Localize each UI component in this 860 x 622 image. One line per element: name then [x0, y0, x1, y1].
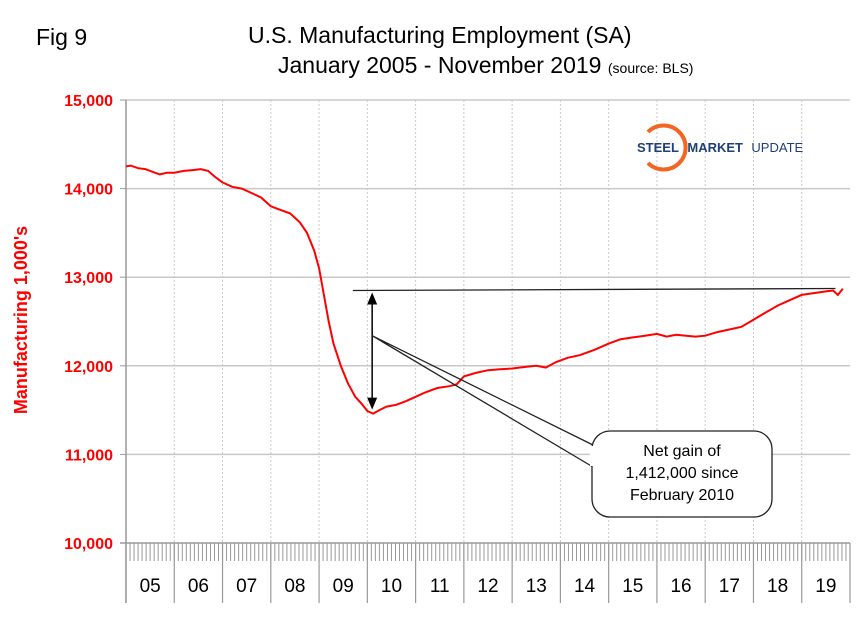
chart-subtitle: January 2005 - November 2019 (source: BL… — [278, 52, 693, 79]
chart-title: U.S. Manufacturing Employment (SA) — [248, 22, 632, 48]
logo-text-steel: STEEL — [637, 140, 679, 155]
x-tick-label: 17 — [719, 576, 740, 597]
y-tick-label: 11,000 — [65, 447, 113, 464]
y-tick-label: 13,000 — [64, 270, 113, 287]
callout-text-line: Net gain of — [643, 443, 721, 460]
x-tick-label: 16 — [670, 576, 691, 597]
x-tick-label: 07 — [236, 576, 257, 597]
axes — [120, 99, 851, 603]
annotations: Net gain of 1,412,000 since February 2010 — [352, 287, 836, 518]
x-tick-label: 11 — [430, 576, 450, 597]
source-note: (source: BLS) — [607, 60, 694, 76]
x-tick-label: 10 — [381, 576, 402, 597]
y-tick-label: 10,000 — [64, 536, 113, 553]
arrow-up-icon — [367, 292, 378, 305]
figure-label: Fig 9 — [36, 24, 88, 50]
steel-market-update-logo: STEEL MARKET UPDATE — [637, 123, 804, 172]
callout-box — [591, 430, 773, 518]
y-tick-label: 14,000 — [64, 182, 113, 199]
x-tick-label: 19 — [815, 576, 836, 597]
x-tick-label: 15 — [622, 576, 643, 597]
callout-gap — [590, 446, 594, 466]
y-tick-label: 15,000 — [64, 93, 113, 110]
gridlines — [126, 99, 850, 543]
x-tick-label: 12 — [477, 576, 498, 597]
y-axis-label: Manufacturing 1,000's — [11, 226, 31, 414]
callout-pointer — [371, 335, 594, 468]
callout-text-line: February 2010 — [630, 487, 734, 504]
arrow-down-icon — [367, 397, 378, 410]
x-tick-label: 05 — [140, 576, 161, 597]
x-tick-labels: 05 06 07 08 09 10 11 12 13 14 15 16 17 18 19 — [140, 576, 837, 597]
x-tick-label: 14 — [574, 576, 596, 597]
y-tick-labels: 10,000 11,000 12,000 13,000 14,000 15,000 — [64, 93, 113, 553]
x-tick-label: 18 — [767, 576, 788, 597]
x-tick-label: 08 — [284, 576, 305, 597]
logo-text-update: UPDATE — [751, 140, 803, 155]
x-tick-label: 06 — [188, 576, 209, 597]
chart-date-range: January 2005 - November 2019 — [278, 52, 602, 78]
logo-arc-icon — [646, 123, 688, 172]
callout-text-line: 1,412,000 since — [626, 465, 739, 482]
reference-line — [352, 287, 836, 292]
x-tick-label: 13 — [526, 576, 547, 597]
y-tick-label: 12,000 — [64, 359, 113, 376]
svg-text:STEEL MARKET UPDAT: STEEL MARKET UPDATE — [637, 139, 804, 156]
series-line-manufacturing — [125, 164, 844, 415]
logo-text-market: MARKET — [687, 140, 743, 155]
x-tick-label: 09 — [333, 576, 354, 597]
